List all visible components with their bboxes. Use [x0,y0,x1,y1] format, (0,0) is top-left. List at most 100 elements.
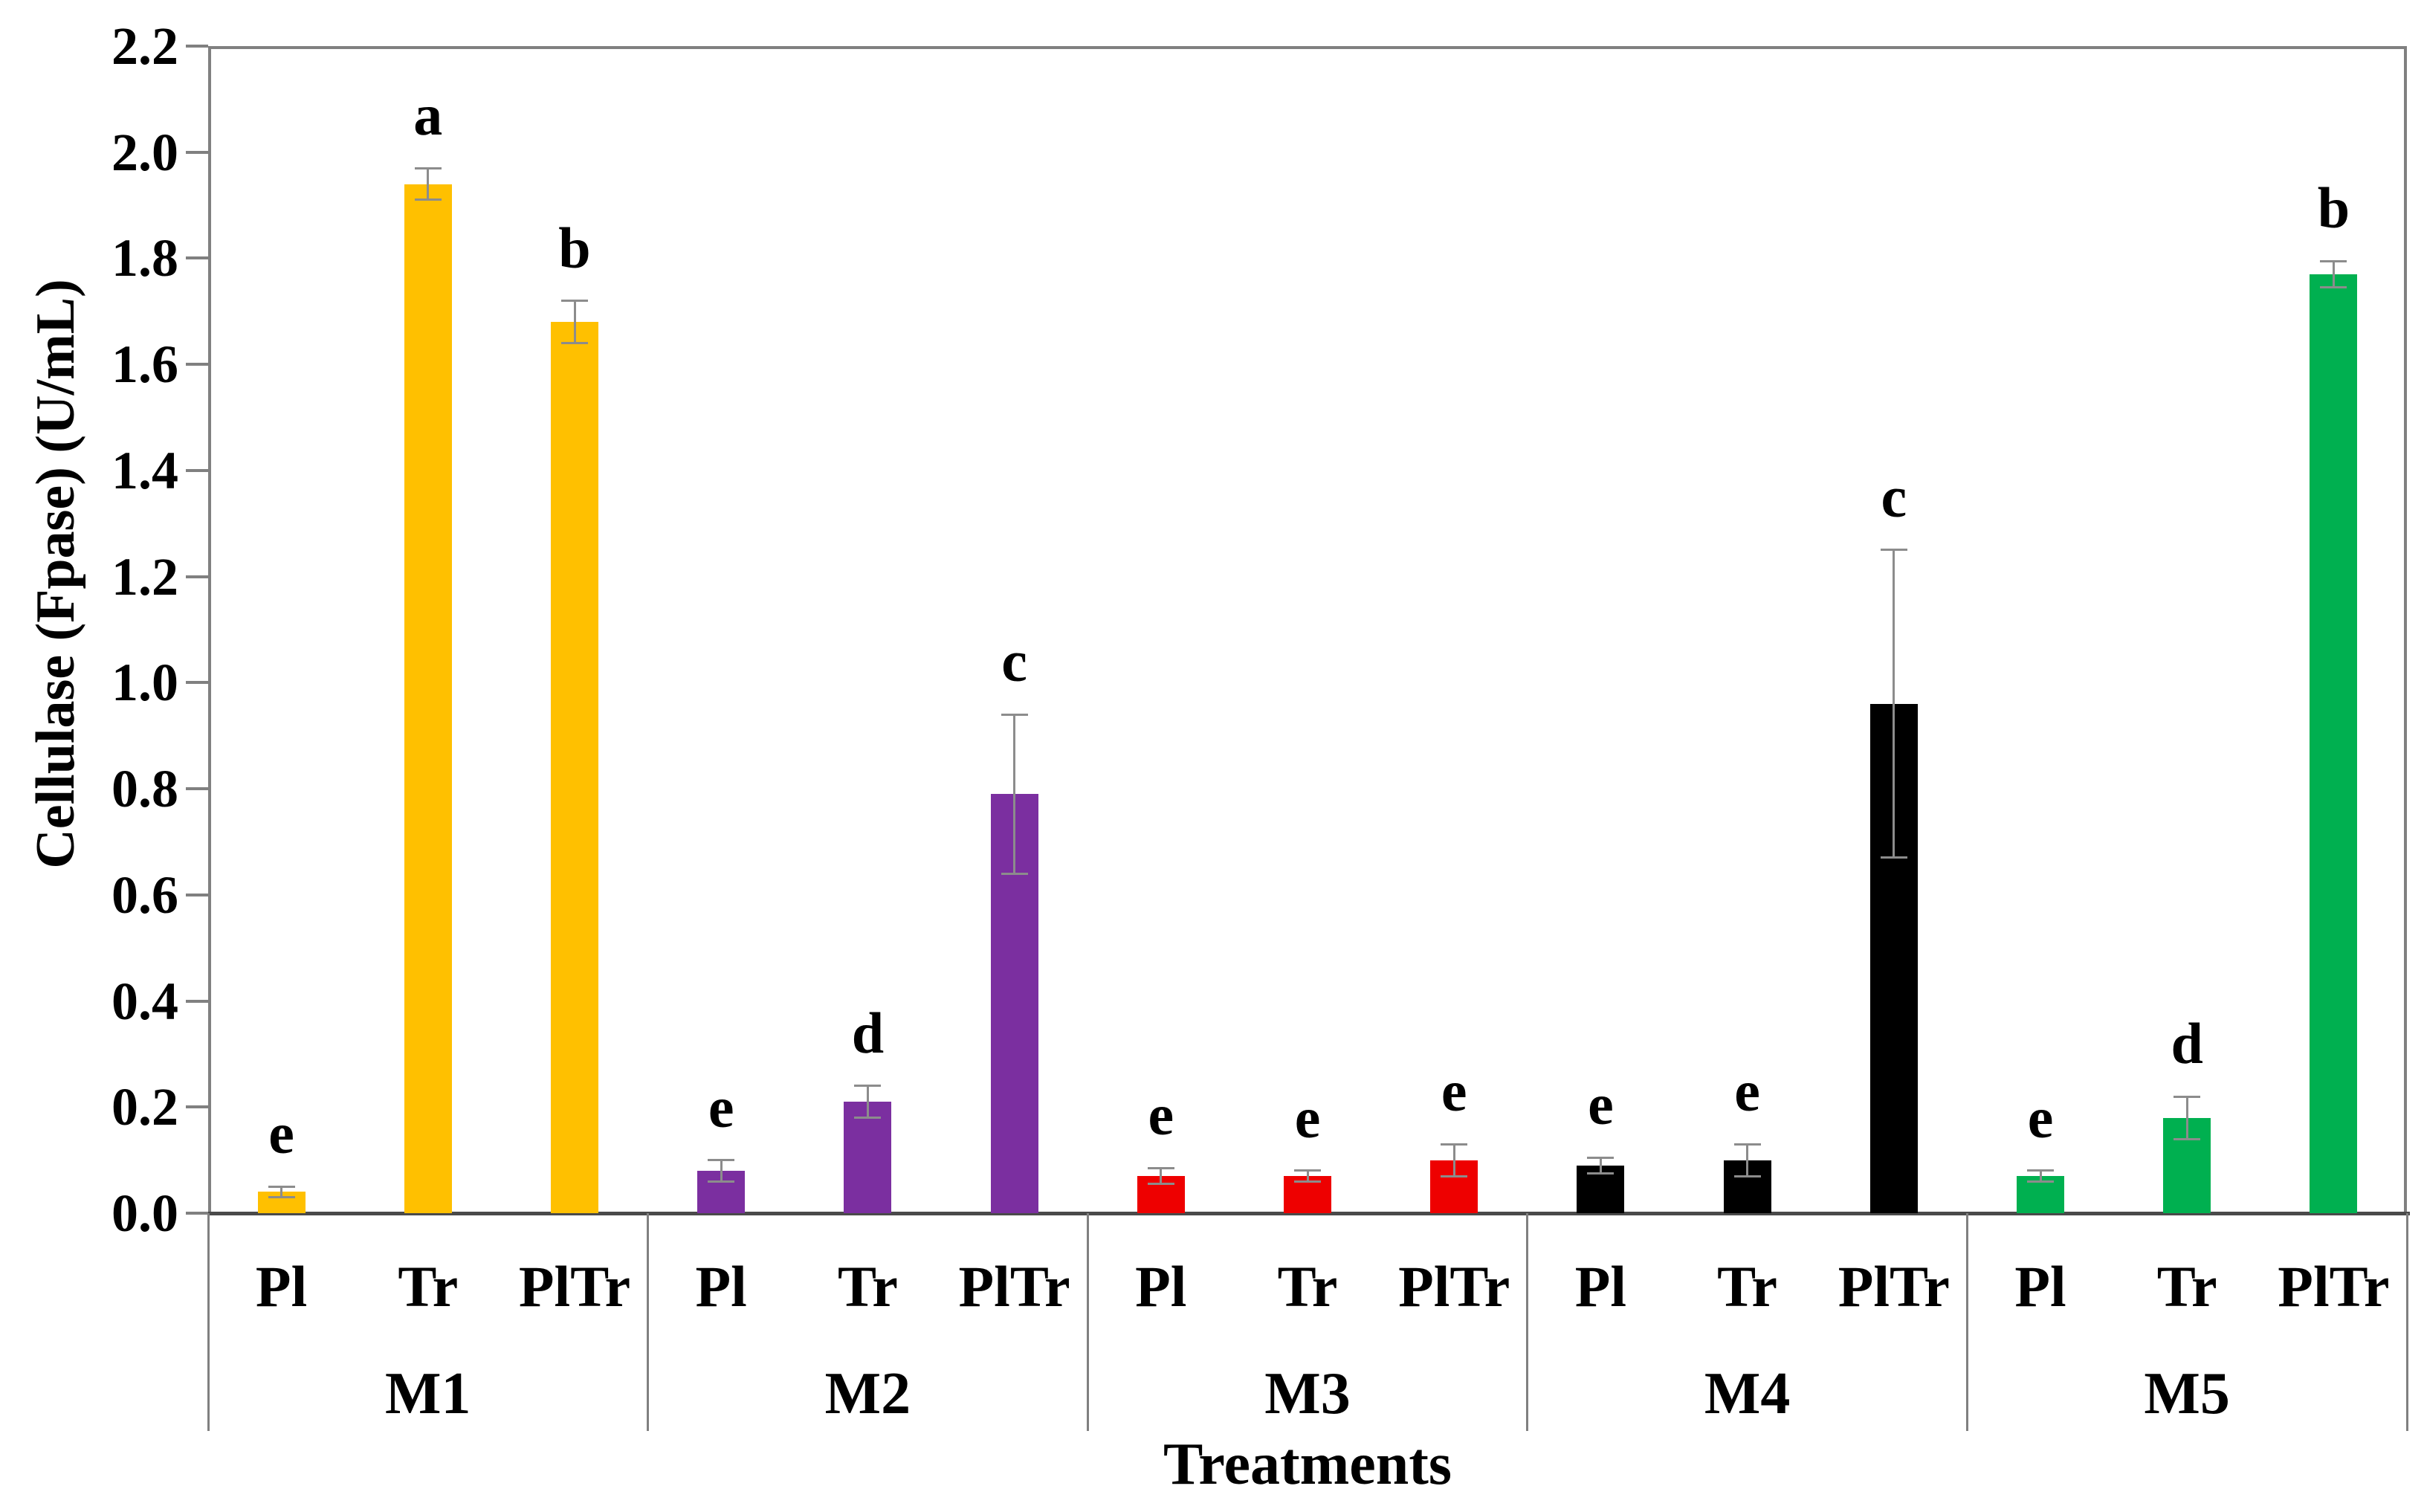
significance-letter: b [558,215,591,280]
error-bar [720,1160,723,1182]
error-bar [1893,549,1895,858]
error-bar-top-cap [1001,713,1028,716]
error-bar-top-cap [268,1185,295,1188]
error-bar-bottom-cap [1001,872,1028,875]
category-label-M3-Pl: Pl [1135,1254,1187,1319]
significance-letter: d [851,1000,885,1065]
error-bar-bottom-cap [1587,1172,1615,1175]
error-bar [2332,261,2335,288]
group-label-M3: M3 [1264,1361,1351,1427]
category-label-M2-Tr: Tr [837,1254,898,1319]
y-axis-tick [186,1105,208,1109]
y-axis-tick-label: 1.6 [111,335,178,395]
significance-letter: b [2317,175,2350,241]
significance-letter: e [1294,1085,1321,1150]
category-label-M2-PlTr: PlTr [958,1254,1070,1319]
category-label-M3-PlTr: PlTr [1398,1254,1510,1319]
error-bar-bottom-cap [268,1196,295,1199]
error-bar-bottom-cap [1880,856,1907,859]
y-axis-tick-label: 1.8 [111,228,178,288]
x-axis-title: Treatments [1163,1432,1452,1497]
y-axis-tick-label: 0.6 [111,865,178,925]
y-axis-tick [186,150,208,154]
y-axis-tick-label: 2.0 [111,122,178,182]
bar-M1-Tr [404,184,452,1213]
error-bar [1746,1144,1749,1177]
y-axis-tick [186,45,208,48]
significance-letter: c [1001,629,1027,694]
category-label-M1-Pl: Pl [255,1254,308,1319]
error-bar [1013,714,1016,874]
x-axis-line [208,1212,2410,1215]
error-bar-bottom-cap [561,342,588,345]
y-axis-tick-label: 2.2 [111,16,178,76]
error-bar-top-cap [1147,1166,1174,1169]
significance-letter: d [2171,1011,2203,1076]
significance-letter: e [1441,1059,1467,1124]
error-bar-top-cap [1294,1169,1321,1172]
error-bar [427,168,430,200]
y-axis-tick [186,363,208,366]
significance-letter: a [413,83,443,148]
error-bar [1599,1157,1602,1174]
error-bar-bottom-cap [2173,1137,2201,1140]
y-axis-tick-label: 0.0 [111,1183,178,1243]
group-divider [1526,1213,1529,1431]
error-bar-top-cap [2027,1169,2054,1172]
group-divider [1965,1213,1968,1431]
error-bar-top-cap [561,300,588,303]
bar-M1-PlTr [551,322,598,1213]
error-bar [2039,1170,2042,1182]
category-label-M5-Tr: Tr [2156,1254,2217,1319]
error-bar-top-cap [1587,1156,1615,1159]
significance-letter: c [1881,464,1907,529]
y-axis-tick [186,468,208,472]
error-bar-bottom-cap [1441,1175,1468,1177]
category-label-M1-PlTr: PlTr [518,1254,631,1319]
significance-letter: e [1588,1072,1614,1137]
y-axis-tick [186,893,208,896]
error-bar-top-cap [2320,259,2347,262]
category-label-M4-Pl: Pl [1574,1254,1627,1319]
significance-letter: e [1734,1059,1760,1124]
error-bar-bottom-cap [1294,1180,1321,1183]
y-axis-tick [186,999,208,1003]
group-divider [647,1213,650,1431]
y-axis-tick [186,575,208,578]
category-label-M2-Pl: Pl [695,1254,747,1319]
error-bar-top-cap [414,167,442,169]
category-label-M5-PlTr: PlTr [2278,1254,2390,1319]
plot-area [208,46,2407,1213]
error-bar [573,300,576,343]
significance-letter: e [268,1101,294,1166]
error-bar-bottom-cap [2027,1180,2054,1183]
y-axis-title: Cellulase (Fpase) (U/mL) [25,279,86,869]
category-label-M4-Tr: Tr [1717,1254,1778,1319]
y-axis-tick [186,1212,208,1215]
group-label-M1: M1 [385,1361,471,1427]
error-bar-top-cap [1733,1143,1761,1146]
group-divider [1086,1213,1089,1431]
y-axis-tick-label: 1.0 [111,653,178,713]
y-axis-tick [186,256,208,260]
group-label-M5: M5 [2144,1361,2230,1427]
bar-M5-PlTr [2310,274,2358,1213]
group-label-M2: M2 [824,1361,911,1427]
y-axis-tick-label: 1.4 [111,440,178,500]
category-label-M4-PlTr: PlTr [1838,1254,1950,1319]
category-label-M1-Tr: Tr [398,1254,459,1319]
y-axis-tick-label: 0.2 [111,1077,178,1137]
category-label-M5-Pl: Pl [2014,1254,2066,1319]
error-bar-top-cap [854,1085,882,1088]
error-bar-bottom-cap [708,1180,735,1183]
y-axis-tick [186,787,208,791]
error-bar [1306,1170,1309,1182]
error-bar-top-cap [1441,1143,1468,1146]
error-bar-top-cap [2173,1095,2201,1098]
group-divider [2405,1213,2408,1431]
error-bar [280,1186,283,1198]
group-label-M4: M4 [1704,1361,1791,1427]
y-axis-tick-label: 0.4 [111,971,178,1031]
group-divider [207,1213,210,1431]
